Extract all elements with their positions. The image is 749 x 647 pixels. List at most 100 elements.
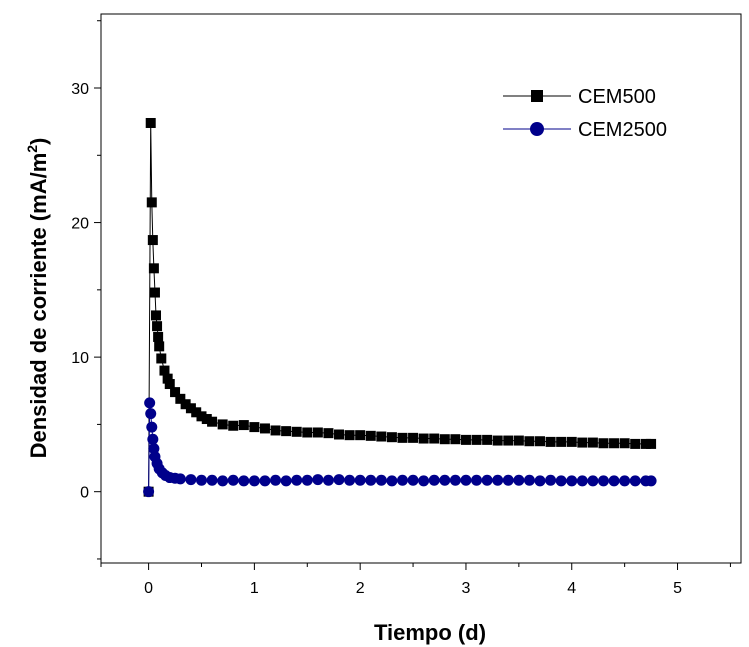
x-tick-label: 3 (462, 580, 471, 597)
data-point (376, 431, 387, 442)
x-tick-label: 5 (673, 580, 682, 597)
data-point (375, 474, 387, 486)
data-point (148, 263, 159, 274)
y-axis-title-superscript: 2 (24, 145, 40, 153)
data-point (646, 438, 657, 449)
data-point (147, 433, 159, 445)
y-axis-title: Densidad de corriente (mA/m2) (24, 138, 51, 459)
x-axis-title: Tiempo (d) (374, 620, 486, 645)
data-point (534, 475, 546, 487)
series-layer (143, 117, 657, 498)
plot-frame (100, 13, 742, 564)
data-point (344, 430, 355, 441)
data-point (144, 397, 156, 409)
data-point (492, 474, 504, 486)
data-point (238, 420, 249, 431)
data-point (460, 434, 471, 445)
data-point (566, 475, 578, 487)
data-point (407, 474, 419, 486)
x-axis-ticks: 0 1 2 3 4 5 (100, 563, 731, 597)
data-point (598, 438, 609, 449)
data-point (619, 438, 630, 449)
data-point (365, 474, 377, 486)
data-point (145, 408, 157, 420)
x-tick-label: 1 (250, 580, 259, 597)
x-tick-label: 4 (567, 580, 576, 597)
data-point (227, 474, 239, 486)
data-point (344, 474, 356, 486)
data-point (523, 474, 535, 486)
data-point (151, 310, 162, 321)
data-point (597, 475, 609, 487)
data-point (145, 117, 156, 128)
series-line (148, 122, 652, 492)
data-point (207, 416, 218, 427)
data-point (609, 438, 620, 449)
legend-marker (531, 90, 543, 102)
data-point (174, 473, 186, 485)
y-tick-label: 10 (71, 350, 89, 367)
legend-label: CEM500 (578, 86, 656, 108)
data-point (535, 436, 546, 447)
y-tick-label: 30 (71, 81, 89, 98)
data-point (291, 474, 303, 486)
data-point (196, 411, 207, 422)
data-point (180, 399, 191, 410)
y-axis-title-main: Densidad de corriente (mA/m (26, 153, 51, 459)
data-point (365, 430, 376, 441)
data-point (629, 475, 641, 487)
data-point (148, 443, 160, 455)
data-point (545, 474, 557, 486)
y-tick-label: 20 (71, 216, 89, 233)
data-point (587, 437, 598, 448)
data-point (147, 235, 158, 246)
data-point (640, 438, 651, 449)
data-point (450, 434, 461, 445)
data-point (513, 435, 524, 446)
data-point (408, 432, 419, 443)
data-point (259, 423, 270, 434)
data-point (355, 430, 366, 441)
legend-marker (530, 122, 544, 136)
data-point (397, 432, 408, 443)
data-point (185, 474, 197, 486)
data-point (143, 486, 155, 498)
data-point (481, 474, 493, 486)
data-point (418, 433, 429, 444)
data-point (645, 475, 657, 487)
data-point (191, 407, 202, 418)
data-point (312, 427, 323, 438)
data-point (312, 474, 324, 486)
data-point (162, 373, 173, 384)
data-point (524, 436, 535, 447)
data-point (334, 429, 345, 440)
series-cem2500 (143, 397, 657, 498)
legend: CEM500 CEM2500 (503, 86, 667, 141)
data-point (429, 433, 440, 444)
data-point (460, 474, 472, 486)
legend-item: CEM500 (503, 86, 656, 108)
data-point (439, 474, 451, 486)
data-point (608, 475, 620, 487)
data-point (428, 474, 440, 486)
series-cem500 (143, 117, 657, 497)
data-point (545, 436, 556, 447)
data-point (418, 475, 430, 487)
y-tick-label: 0 (80, 485, 89, 502)
data-point (206, 474, 218, 486)
data-point (513, 474, 525, 486)
y-axis-ticks: 0 10 20 30 (71, 20, 101, 560)
y-axis-title-close: ) (26, 138, 51, 145)
data-point (146, 421, 158, 433)
legend-item: CEM2500 (503, 119, 667, 141)
data-point (238, 475, 250, 487)
data-point (577, 437, 588, 448)
data-point (153, 331, 164, 342)
data-point (471, 434, 482, 445)
data-point (259, 475, 271, 487)
data-point (587, 475, 599, 487)
data-point (270, 425, 281, 436)
legend-label: CEM2500 (578, 119, 667, 141)
data-point (195, 474, 207, 486)
